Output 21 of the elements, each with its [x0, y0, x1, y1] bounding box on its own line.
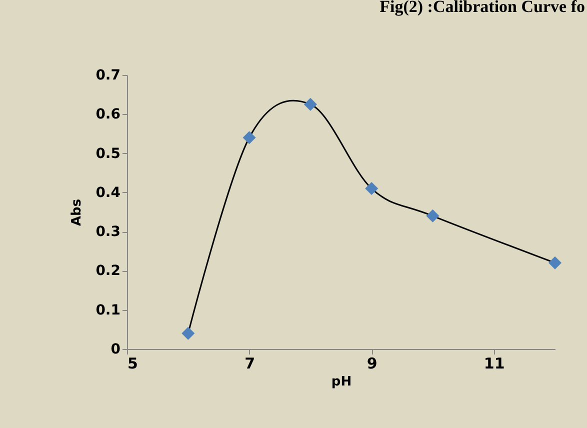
x-tick-label: 11 [484, 354, 505, 372]
y-tick-label: 0.7 [96, 68, 120, 84]
x-tick-label: 5 [128, 354, 138, 372]
x-tick-label: 9 [366, 354, 378, 372]
y-tick-label: 0.2 [96, 263, 120, 280]
y-tick-label: 0.1 [96, 302, 120, 318]
y-tick-label: 0.3 [96, 224, 120, 240]
point [426, 209, 440, 222]
point [242, 131, 256, 144]
y-tick-label: 0.5 [96, 146, 120, 162]
chart-title: Fig(2) :Calibration Curve fo [380, 0, 585, 16]
point [304, 98, 317, 111]
y-tick-label: 0 [110, 342, 121, 358]
point [548, 256, 562, 270]
y-tick-label: 0.4 [96, 184, 121, 201]
y-axis-title: Abs [70, 198, 85, 226]
point [182, 326, 195, 340]
y-tick-label: 0.6 [96, 106, 120, 123]
point [365, 182, 378, 196]
x-tick-label: 7 [244, 354, 256, 372]
x-axis-title: pH [331, 374, 352, 390]
